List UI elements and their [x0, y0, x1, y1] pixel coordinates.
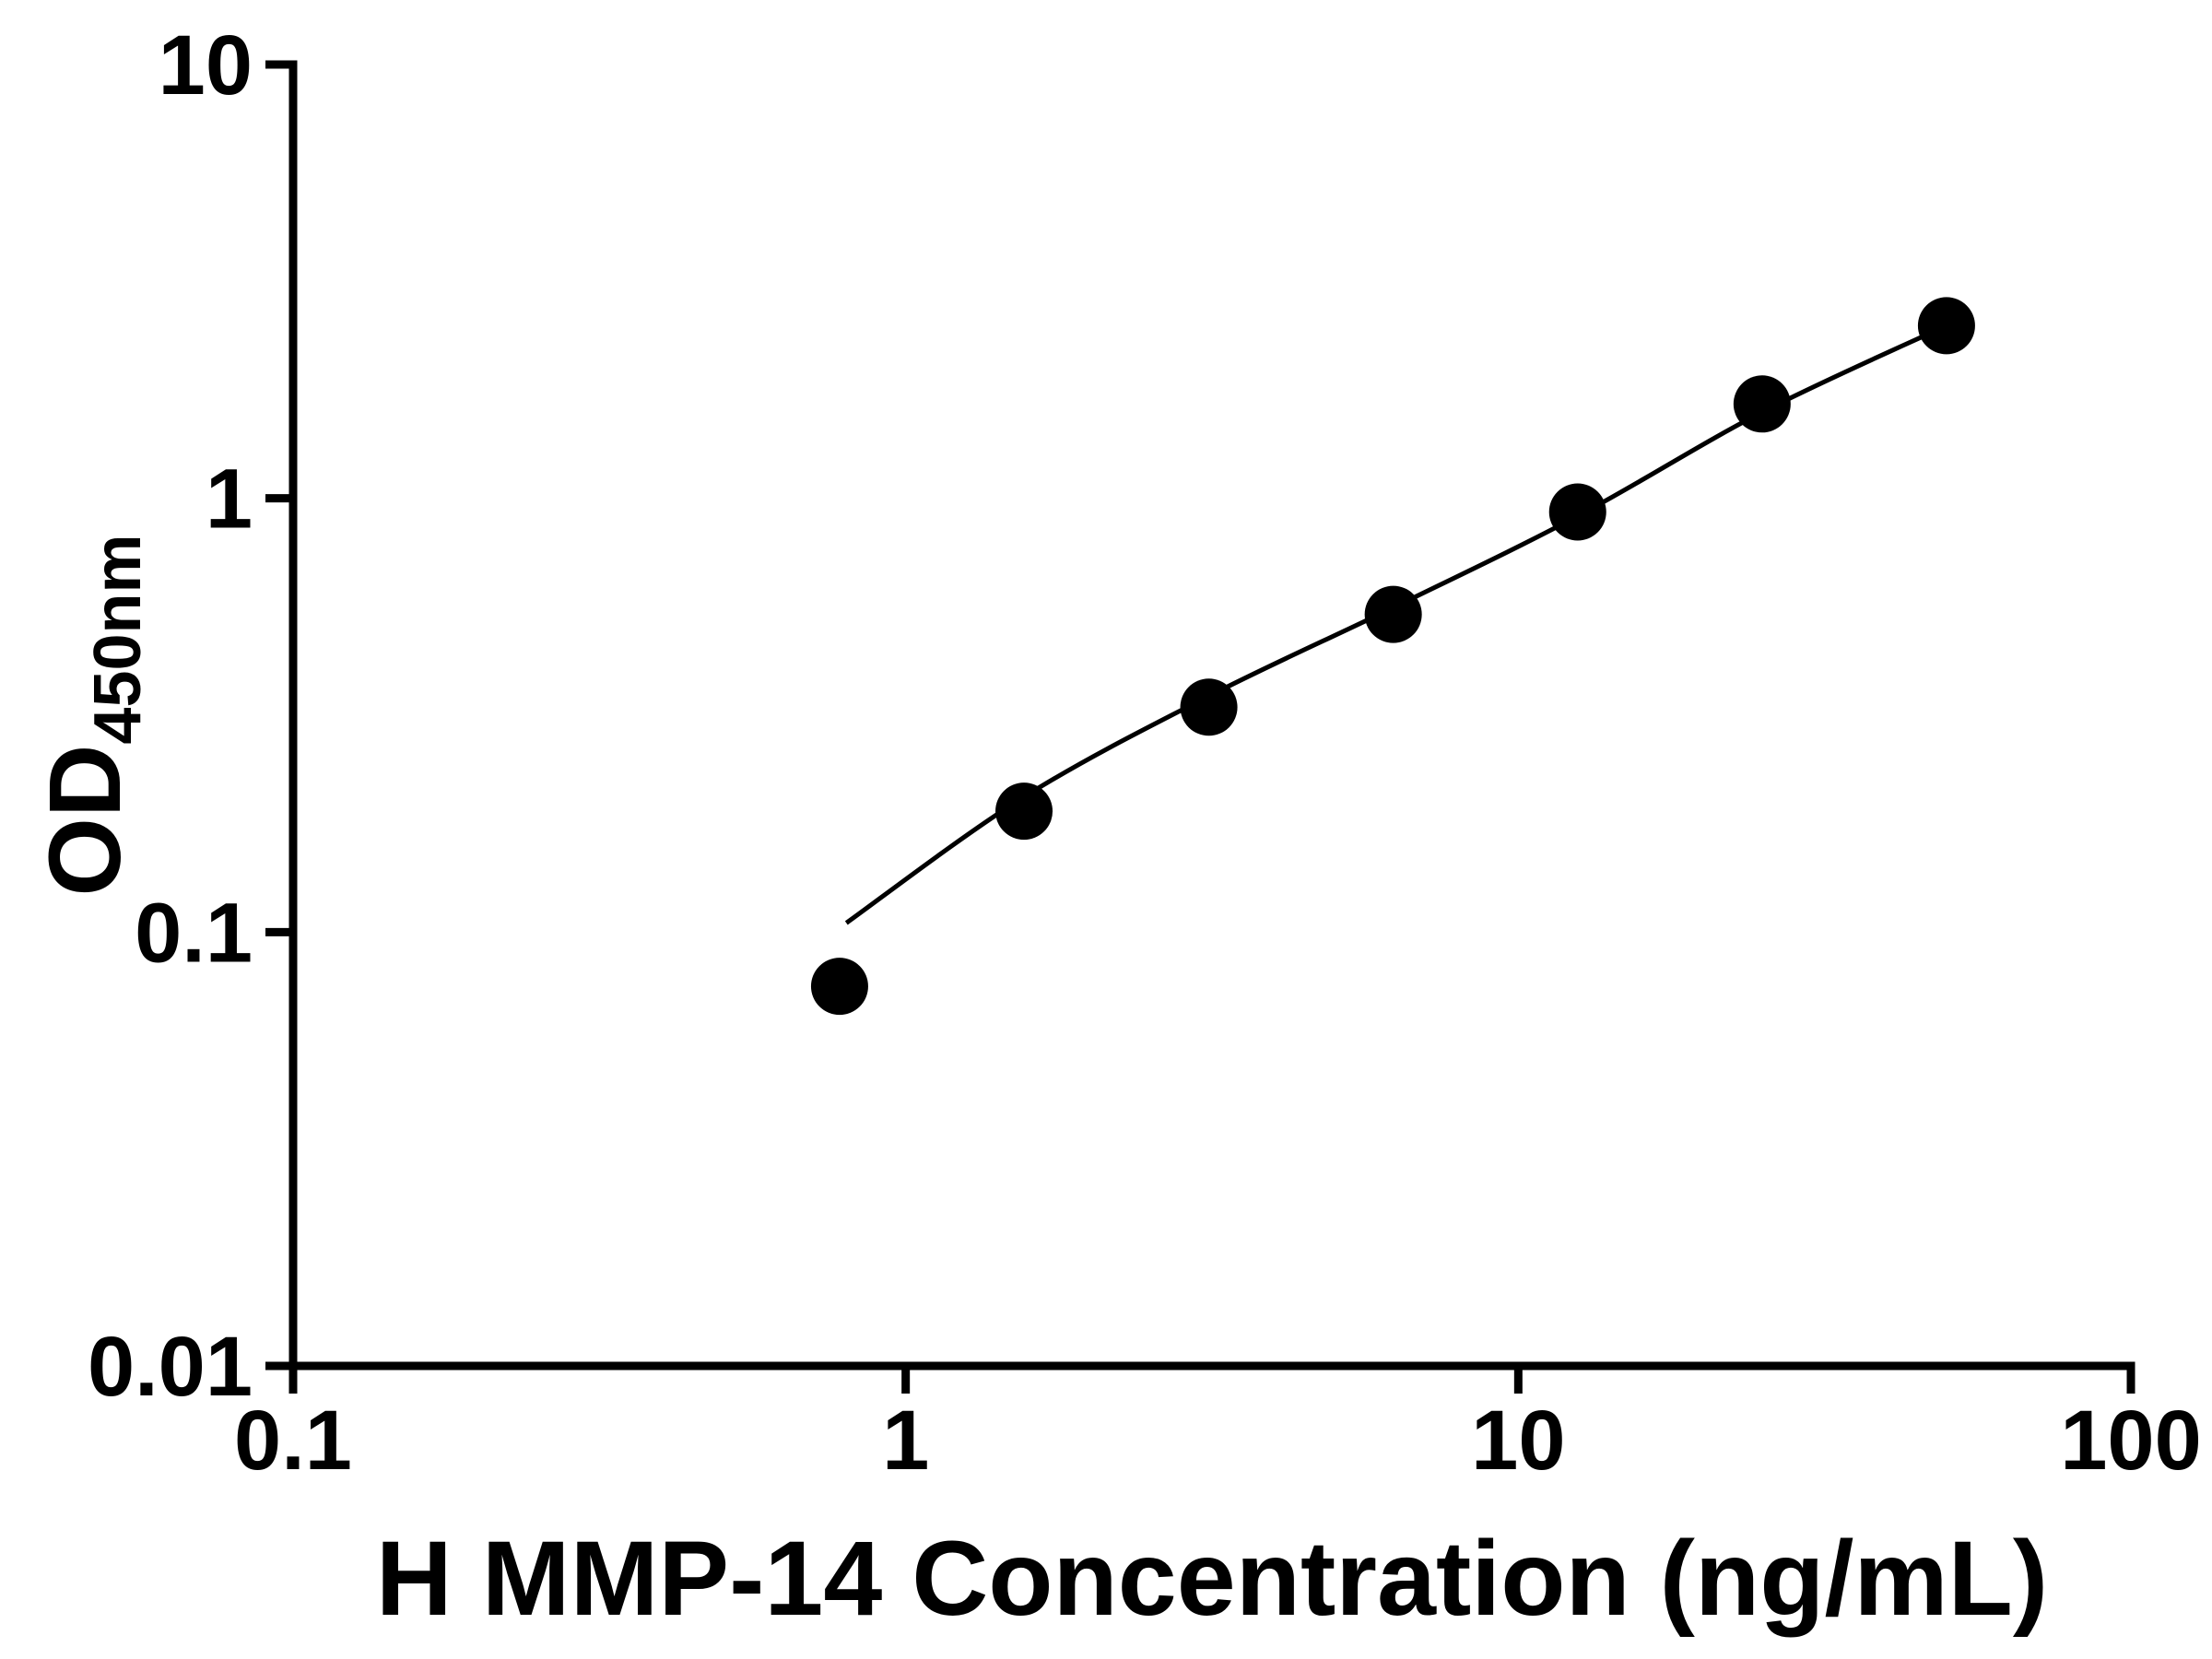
y-axis-title: OD450nm	[29, 534, 155, 896]
x-tick-label: 1	[882, 1394, 929, 1488]
data-point	[1548, 483, 1606, 541]
y-tick-label: 0.01	[88, 1320, 253, 1414]
data-point	[1364, 585, 1422, 643]
x-tick-label: 100	[2060, 1394, 2202, 1488]
data-point	[810, 958, 868, 1016]
data-point	[1733, 375, 1791, 433]
x-tick-label: 10	[1471, 1394, 1565, 1488]
y-tick-label: 10	[159, 18, 253, 112]
data-point	[1180, 678, 1238, 736]
x-axis-title: H MMP-14 Concentration (ng/mL)	[376, 1520, 2048, 1638]
data-point	[995, 782, 1053, 841]
y-tick-label: 0.1	[135, 886, 253, 980]
y-axis-title-sub: 450nm	[81, 534, 155, 744]
x-tick-label: 0.1	[234, 1394, 352, 1488]
data-point	[1917, 297, 1975, 355]
y-axis-title-main: OD	[29, 745, 142, 897]
y-tick-label: 1	[206, 453, 253, 547]
